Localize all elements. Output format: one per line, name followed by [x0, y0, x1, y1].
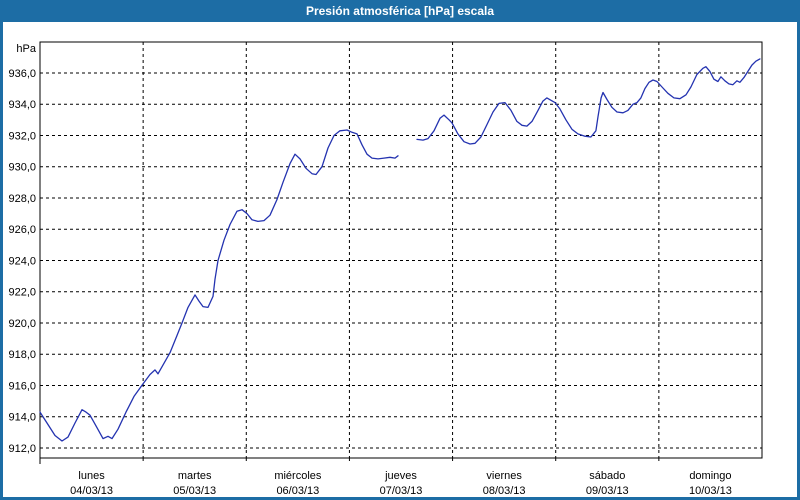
x-day-name-label: sábado — [589, 470, 625, 482]
pressure-line — [416, 58, 761, 145]
plot-border — [39, 41, 763, 459]
x-day-date-label: 06/03/13 — [276, 485, 319, 497]
y-tick-label: 924,0 — [8, 255, 36, 267]
x-day-date-label: 09/03/13 — [586, 485, 629, 497]
chart-area: 936,0 934,0 932,0 930,0 928,0 926,0 924,0 922,0… — [3, 22, 797, 497]
x-day-date-label: 10/03/13 — [689, 485, 732, 497]
y-tick-label: 934,0 — [8, 99, 36, 111]
x-day-date-label: 05/03/13 — [173, 485, 216, 497]
pressure-line — [39, 129, 399, 442]
x-day-name-label: viernes — [486, 470, 522, 482]
y-tick-label: 914,0 — [8, 412, 36, 424]
x-day-name-label: miércoles — [274, 470, 322, 482]
x-day-name-label: lunes — [78, 470, 105, 482]
y-tick-label: 932,0 — [8, 130, 36, 142]
y-tick-label: 918,0 — [8, 349, 36, 361]
x-day-date-label: 04/03/13 — [70, 485, 113, 497]
y-tick-label: 920,0 — [8, 318, 36, 330]
x-day-name-label: jueves — [384, 470, 417, 482]
y-tick-label: 930,0 — [8, 162, 36, 174]
titlebar: Presión atmosférica [hPa] escala — [0, 0, 800, 22]
y-tick-label: 926,0 — [8, 224, 36, 236]
y-tick-label: 928,0 — [8, 193, 36, 205]
y-axis-unit-label: hPa — [16, 43, 36, 55]
pressure-chart: 936,0 934,0 932,0 930,0 928,0 926,0 924,0 922,0… — [8, 41, 763, 497]
y-tick-label: 912,0 — [8, 443, 36, 455]
x-day-date-label: 08/03/13 — [483, 485, 526, 497]
x-day-date-label: 07/03/13 — [380, 485, 423, 497]
y-tick-label: 936,0 — [8, 68, 36, 80]
x-day-name-label: domingo — [689, 470, 731, 482]
x-day-name-label: martes — [178, 470, 212, 482]
y-tick-label: 916,0 — [8, 380, 36, 392]
window-title: Presión atmosférica [hPa] escala — [305, 4, 495, 18]
y-tick-label: 922,0 — [8, 287, 36, 299]
